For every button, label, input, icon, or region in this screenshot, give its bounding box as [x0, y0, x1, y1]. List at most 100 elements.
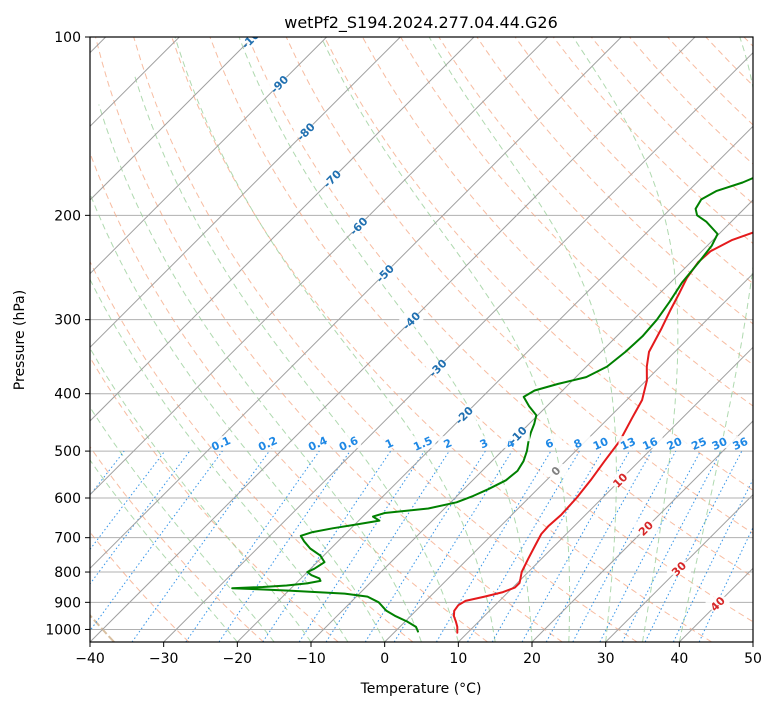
mixing-ratio-line — [521, 450, 630, 642]
skewed-isotherms — [90, 37, 753, 642]
dewpoint-profile-line — [231, 176, 753, 633]
mixing-ratio-line — [644, 450, 743, 642]
y-tick-label: 100 — [54, 30, 81, 46]
isotherm-label-bg — [399, 313, 424, 327]
y-tick-label: 200 — [54, 208, 81, 224]
mixing-ratio-label-bg — [640, 436, 663, 449]
dry-adiabat-line — [247, 37, 753, 578]
x-tick-label: −40 — [75, 651, 105, 667]
dry-adiabat-line — [514, 37, 753, 285]
y-tick-label: 300 — [54, 313, 81, 329]
isotherm-line — [531, 420, 753, 642]
y-tick-label: 800 — [54, 565, 81, 581]
chart-title: wetPf2_S194.2024.277.04.44.G26 — [284, 13, 558, 33]
isotherm-label-bg — [543, 463, 568, 477]
dry-adiabat-line — [133, 37, 638, 642]
moist-adiabat-line — [678, 37, 753, 642]
isotherm-line — [90, 37, 475, 422]
mixing-ratio-line — [672, 478, 753, 642]
mixing-ratio-lines — [90, 450, 753, 642]
y-tick-label: 500 — [54, 444, 81, 460]
isotherm-line — [90, 37, 328, 275]
x-tick-label: 30 — [597, 651, 615, 667]
isotherm-label-bg — [372, 266, 397, 280]
mixing-ratio-label-bg — [438, 436, 461, 449]
x-tick-label: −20 — [223, 651, 253, 667]
isotherm-line — [90, 37, 549, 496]
mixing-ratio-label-bg — [618, 436, 641, 449]
moist-adiabat-line — [90, 459, 238, 642]
x-tick-label: 0 — [380, 651, 389, 667]
moist-adiabat-line — [90, 192, 386, 642]
mixing-ratio-label-bg — [308, 436, 331, 449]
isotherm-line — [605, 493, 753, 642]
y-axis-title: Pressure (hPa) — [12, 290, 28, 390]
mixing-ratio-label: 20 — [665, 435, 685, 453]
mixing-ratio-label: 16 — [641, 435, 661, 453]
moist-adiabat-line — [98, 104, 422, 642]
isotherm-label-bg — [346, 219, 371, 233]
mixing-ratio-label-bg — [258, 436, 281, 449]
mixing-ratio-label: 30 — [710, 435, 730, 453]
temperature-profile-line — [452, 231, 753, 634]
mixing-ratio-label-bg — [730, 436, 753, 449]
x-tick-label: 50 — [744, 651, 762, 667]
mixing-ratio-label-bg — [689, 436, 712, 449]
moist-adiabat-line — [238, 37, 533, 642]
x-tick-label: −30 — [149, 651, 179, 667]
mixing-ratio-line — [90, 450, 223, 632]
mixing-ratio-label: 36 — [731, 435, 751, 453]
isotherm-label-bg — [425, 360, 450, 374]
mixing-ratio-line — [262, 450, 392, 642]
y-tick-label: 900 — [54, 595, 81, 611]
dry-adiabat-line — [90, 356, 339, 642]
dry-adiabat-line — [90, 445, 264, 642]
isotherm-label-bg — [320, 171, 345, 185]
mixing-ratio-line — [218, 450, 351, 642]
isotherm-line — [90, 37, 401, 349]
mixing-ratio-label-bg — [664, 436, 687, 449]
dry-adiabat-line — [285, 37, 753, 535]
isotherm-line — [310, 199, 753, 642]
x-tick-label: 10 — [449, 651, 467, 667]
mixing-ratio-line — [185, 450, 320, 642]
moist-adiabat-line — [320, 37, 571, 642]
mixing-ratio-line — [298, 450, 425, 642]
x-tick-label: 40 — [670, 651, 688, 667]
dry-adiabat-line — [90, 260, 414, 642]
dry-adiabat-line — [476, 37, 753, 325]
isotherm-label-bg — [608, 473, 633, 487]
isotherm-label-bg — [267, 77, 292, 91]
x-axis-ticks: −40 −30 −20 −10 0 10 20 30 40 50 — [75, 642, 762, 667]
x-tick-label: −10 — [296, 651, 326, 667]
isotherm-label-bg — [505, 428, 530, 442]
mixing-ratio-line — [325, 450, 450, 642]
mixing-ratio-label: 25 — [689, 435, 708, 453]
mixing-ratio-label-bg — [710, 436, 733, 449]
moist-adiabat-line — [572, 37, 679, 642]
mixing-ratio-label-bg — [474, 436, 497, 449]
y-tick-label: 600 — [54, 491, 81, 507]
mixing-ratio-label-bg — [379, 436, 402, 449]
mixing-ratio-label-bg — [591, 436, 614, 449]
mixing-ratio-label-bg — [211, 436, 234, 449]
moist-adiabat-line — [133, 72, 459, 642]
isotherm-line — [90, 37, 696, 642]
mixing-ratio-line — [572, 450, 677, 642]
y-tick-label: 700 — [54, 531, 81, 547]
mixing-ratio-line — [90, 450, 191, 585]
moist-adiabats — [90, 37, 753, 642]
mixing-ratio-line — [90, 450, 166, 551]
y-tick-label: 400 — [54, 387, 81, 403]
moist-adiabat-line — [90, 278, 349, 642]
isotherm-label-bg — [241, 37, 265, 43]
isotherm-line — [384, 272, 753, 642]
plot-frame — [89, 36, 754, 643]
isotherm-label-bg — [705, 596, 730, 610]
isotherm-line — [236, 125, 753, 642]
profile-series — [231, 176, 753, 634]
dry-adiabat-line — [323, 37, 753, 491]
isotherm-line — [90, 37, 622, 570]
isotherm-label-bg — [293, 124, 318, 138]
